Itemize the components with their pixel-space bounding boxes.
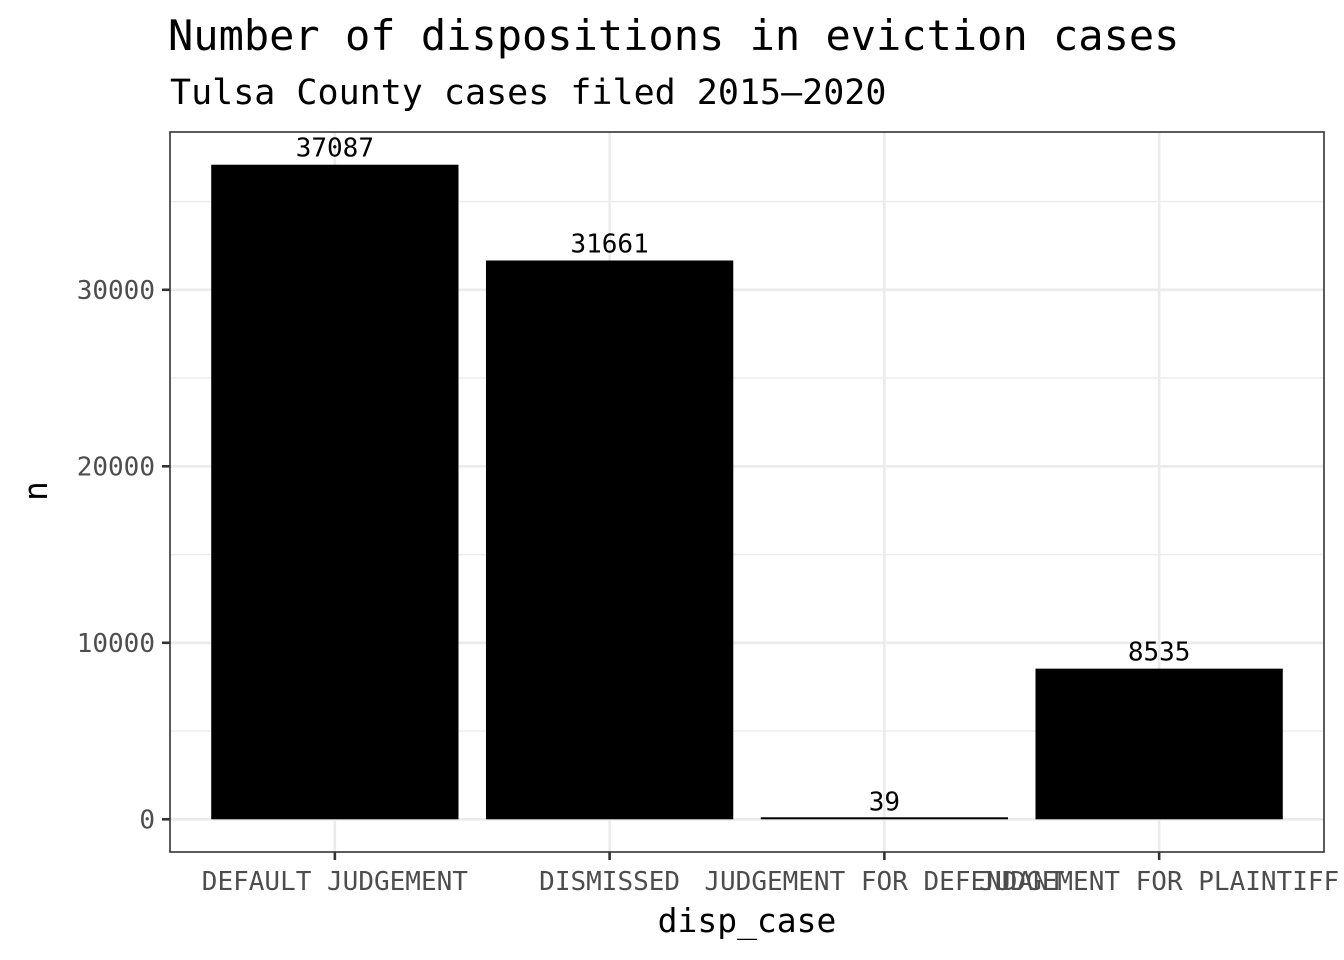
- bar: [1035, 668, 1283, 820]
- panel-border: [169, 131, 1325, 853]
- data-label: 8535: [1128, 638, 1191, 668]
- y-tick-label: 10000: [77, 629, 155, 659]
- y-tick-label: 20000: [77, 452, 155, 482]
- data-label: 37087: [296, 134, 374, 164]
- y-tick-label: 30000: [77, 276, 155, 306]
- plot-panel: 37087 31661 39 8535: [169, 131, 1325, 853]
- y-axis: 0 10000 20000 30000: [77, 276, 170, 835]
- y-axis-title: n: [16, 481, 55, 501]
- chart-subtitle: Tulsa County cases filed 2015–2020: [170, 73, 886, 113]
- x-tick-label: JUDGEMENT FOR PLAINTIFF: [979, 867, 1339, 897]
- x-axis-title: disp_case: [658, 901, 837, 941]
- data-label: 39: [869, 788, 900, 818]
- data-labels: 37087 31661 39 8535: [296, 134, 1191, 818]
- x-tick-label: DISMISSED: [539, 867, 680, 897]
- x-tick-label: JUDGEMENT FOR DEFENDANT: [704, 867, 1064, 897]
- bar: [760, 817, 1009, 820]
- bar: [485, 260, 734, 820]
- bars: [211, 164, 1283, 820]
- bar: [211, 164, 459, 820]
- data-label: 31661: [570, 229, 648, 259]
- x-axis: DEFAULT JUDGEMENT DISMISSED JUDGEMENT FOR …: [202, 852, 1339, 897]
- y-tick-label: 0: [139, 805, 155, 835]
- chart-title: Number of dispositions in eviction cases: [168, 11, 1179, 60]
- x-tick-label: DEFAULT JUDGEMENT: [202, 867, 468, 897]
